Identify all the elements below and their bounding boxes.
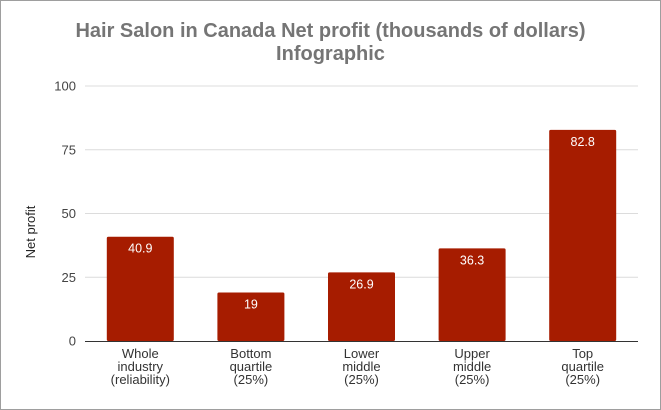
x-tick-label: Bottom quartile (25%) [230, 346, 273, 387]
y-axis-label: Net profit [23, 205, 38, 258]
x-tick-label: Lower middle (25%) [342, 346, 380, 387]
chart-subtitle: Infographic [276, 43, 385, 65]
x-axis-categories: Whole industry (reliability) Bottom quartile… [111, 346, 604, 387]
y-tick-label: 50 [62, 206, 76, 221]
data-label: 82.8 [571, 135, 595, 149]
x-tick-label: Whole industry (reliability) [111, 346, 170, 387]
y-tick-label: 100 [54, 79, 76, 94]
bar [217, 292, 285, 341]
y-tick-label: 0 [69, 334, 76, 349]
bar [328, 272, 395, 341]
data-labels: 40.9 19 26.9 36.3 82.8 [128, 135, 595, 312]
data-label: 40.9 [128, 242, 152, 256]
bar [438, 248, 506, 341]
data-label: 36.3 [460, 253, 484, 267]
x-tick-label: Upper middle (25%) [453, 346, 491, 387]
gridlines [85, 85, 638, 278]
y-axis-ticks: 0 25 50 75 100 [54, 79, 76, 349]
bars [106, 129, 617, 341]
y-tick-label: 75 [62, 142, 76, 157]
chart-title: Hair Salon in Canada Net profit (thousan… [75, 20, 586, 42]
y-tick-label: 25 [62, 270, 76, 285]
data-label: 19 [244, 298, 258, 312]
data-label: 26.9 [349, 277, 373, 291]
bar [549, 129, 617, 341]
x-tick-label: Top quartile (25%) [561, 346, 604, 387]
bar [106, 236, 174, 341]
